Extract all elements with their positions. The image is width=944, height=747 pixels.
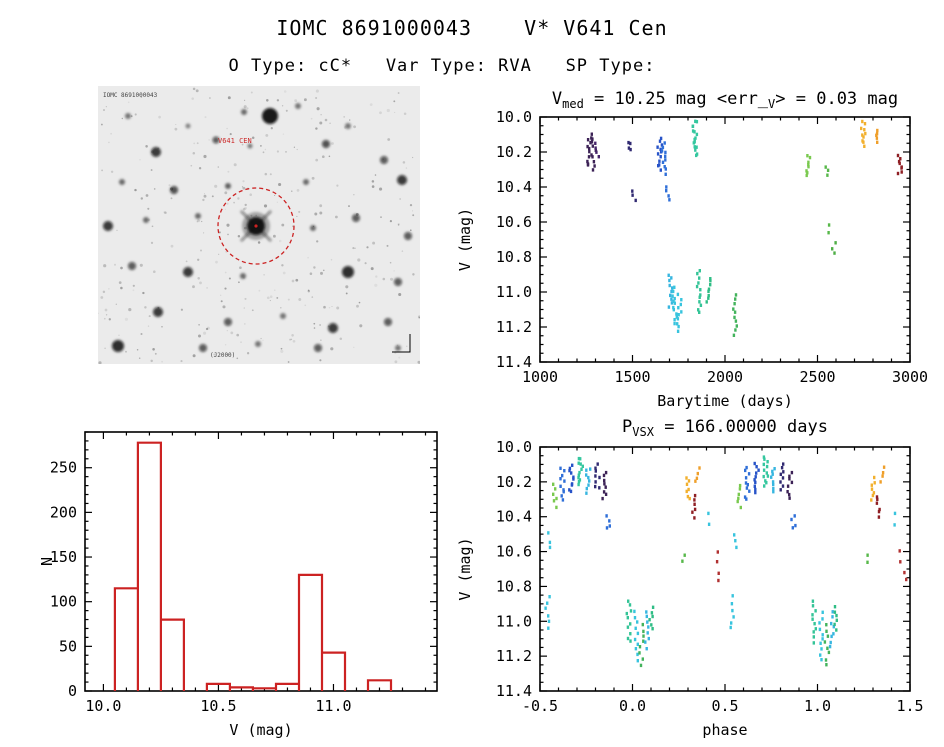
svg-text:10.0: 10.0 [496,438,532,456]
lightcurve-data-points [586,119,903,337]
svg-text:11.0: 11.0 [315,697,351,715]
phase-data-points [544,455,908,668]
svg-text:0.5: 0.5 [711,697,738,715]
lightcurve-title: Vmed = 10.25 mag <err_V> = 0.03 mag [552,89,898,111]
svg-text:2000: 2000 [707,368,743,386]
svg-text:10.6: 10.6 [496,543,532,561]
phase-ylabel: V (mag) [456,537,474,600]
svg-text:10.5: 10.5 [200,697,236,715]
finder-bottom-text: (J2000) [210,352,235,359]
svg-text:1.0: 1.0 [804,697,831,715]
svg-text:10.2: 10.2 [496,473,532,491]
histogram-tick-labels: 10.0 10.5 11.0 0 50 100 150 200 250 V (mag) N [38,459,352,739]
lightcurve-xlabel: Barytime (days) [657,392,792,410]
svg-text:11.2: 11.2 [496,647,532,665]
finder-overlay: V641 CEN IOMC 8691000043 (J2000) [103,92,411,359]
svg-text:10.8: 10.8 [496,248,532,266]
finder-target-label: V641 CEN [218,137,252,145]
svg-text:0: 0 [68,682,77,700]
svg-text:0.0: 0.0 [619,697,646,715]
svg-text:10.8: 10.8 [496,577,532,595]
lightcurve-ylabel: V (mag) [456,208,474,271]
svg-text:250: 250 [50,459,77,477]
svg-text:1.5: 1.5 [896,697,923,715]
svg-text:10.0: 10.0 [85,697,121,715]
lightcurve-axes [539,116,911,363]
phase-tick-labels: -0.5 0.0 0.5 1.0 1.5 10.0 10.2 10.4 10.6 10.8 11.0… [456,438,924,739]
svg-text:10.6: 10.6 [496,213,532,231]
phase-plot: -0.5 0.0 0.5 1.0 1.5 10.0 10.2 10.4 10.6 10.8 11.0… [456,417,924,739]
phase-axes [539,446,911,692]
finder-corner-text: IOMC 8691000043 [103,92,158,99]
svg-text:10.4: 10.4 [496,508,532,526]
histogram-bars [113,441,393,691]
svg-text:3000: 3000 [892,368,928,386]
histogram-plot: 10.0 10.5 11.0 0 50 100 150 200 250 V (mag) N [38,431,438,739]
svg-text:2500: 2500 [799,368,835,386]
page-subtitle: O Type: cC* Var Type: RVA SP Type: [228,56,656,76]
svg-text:150: 150 [50,548,77,566]
svg-text:-0.5: -0.5 [522,697,558,715]
svg-text:50: 50 [59,637,77,655]
svg-text:1000: 1000 [522,368,558,386]
histogram-axes [84,431,438,692]
svg-text:11.4: 11.4 [496,682,532,700]
svg-text:1500: 1500 [614,368,650,386]
svg-text:11.0: 11.0 [496,283,532,301]
histogram-ylabel: N [38,557,56,566]
page-title: IOMC 8691000043 V* V641 Cen [276,16,668,40]
histogram-xlabel: V (mag) [229,721,292,739]
finder-noise [98,87,420,364]
svg-text:10.4: 10.4 [496,178,532,196]
target-marker-dot [254,224,258,228]
svg-text:11.4: 11.4 [496,353,532,371]
svg-text:10.2: 10.2 [496,143,532,161]
phase-title: PVSX = 166.00000 days [622,417,828,439]
lightcurve-tick-labels: 1000 1500 2000 2500 3000 10.0 10.2 10.4 10.6 10.8… [456,108,928,410]
compass-icon [392,334,411,353]
finder-chart: V641 CEN IOMC 8691000043 (J2000) [98,86,420,364]
svg-text:200: 200 [50,503,77,521]
phase-xlabel: phase [702,721,747,739]
target-marker-circle [217,187,295,265]
lightcurve-plot: 1000 1500 2000 2500 3000 10.0 10.2 10.4 10.6 10.8… [456,89,928,410]
svg-text:100: 100 [50,593,77,611]
svg-text:11.0: 11.0 [496,612,532,630]
svg-text:10.0: 10.0 [496,108,532,126]
svg-text:11.2: 11.2 [496,318,532,336]
